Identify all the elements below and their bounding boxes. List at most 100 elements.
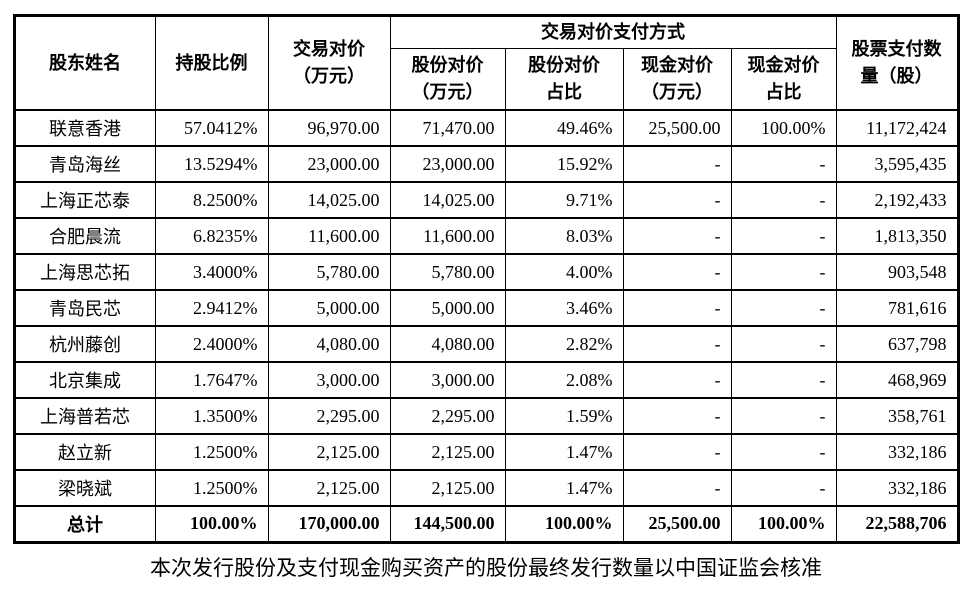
value-cell: - [730, 433, 837, 471]
value-cell: 332,186 [835, 433, 959, 471]
value-cell: 1.59% [504, 397, 624, 435]
header-shares-paid: 股票支付数 量（股） [835, 14, 959, 111]
table-row: 北京集成 1.7647% 3,000.00 3,000.00 2.08% - -468,96… [13, 361, 959, 399]
value-cell: 332,186 [835, 469, 959, 507]
value-cell: 2.9412% [154, 289, 269, 327]
value-cell: 23,000.00 [389, 145, 506, 183]
value-cell: 1.2500% [154, 433, 269, 471]
value-cell: 3,000.00 [267, 361, 391, 399]
value-cell: 5,780.00 [389, 253, 506, 291]
value-cell: - [622, 325, 732, 363]
value-cell: - [622, 145, 732, 183]
table-footer: 总计 100.00% 170,000.00 144,500.00 100.00% 25,5… [13, 505, 959, 543]
header-share-ratio: 股份对价 占比 [504, 48, 624, 111]
value-cell: 11,600.00 [389, 217, 506, 255]
value-cell: 5,780.00 [267, 253, 391, 291]
table-row: 青岛民芯 2.9412% 5,000.00 5,000.00 3.46% - -781,61… [13, 289, 959, 327]
total-row: 总计 100.00% 170,000.00 144,500.00 100.00% 25,5… [13, 505, 959, 543]
value-cell: 11,172,424 [835, 109, 959, 147]
value-cell: - [730, 181, 837, 219]
value-cell: 23,000.00 [267, 145, 391, 183]
value-cell: 170,000.00 [267, 505, 391, 543]
value-cell: 637,798 [835, 325, 959, 363]
header-payment-method-group: 交易对价支付方式 [389, 14, 837, 49]
value-cell: 1.7647% [154, 361, 269, 399]
table-row: 上海普若芯 1.3500% 2,295.00 2,295.00 1.59% - -358,7… [13, 397, 959, 435]
header-row-2: 股份对价 （万元） 股份对价 占比 现金对价 （万元） 现金对价 占比 [14, 48, 958, 111]
value-cell: 25,500.00 [622, 505, 732, 543]
header-cash-ratio: 现金对价 占比 [730, 48, 837, 111]
shareholder-name-cell: 上海正芯泰 [13, 181, 156, 219]
value-cell: 100.00% [154, 505, 269, 543]
value-cell: - [622, 181, 732, 219]
table-footnote: 本次发行股份及支付现金购买资产的股份最终发行数量以中国证监会核准 [150, 555, 822, 580]
value-cell: 1.3500% [154, 397, 269, 435]
shareholder-name-cell: 梁晓斌 [13, 469, 156, 507]
value-cell: 100.00% [730, 505, 837, 543]
table-row: 联意香港 57.0412% 96,970.00 71,470.00 49.46% 25,5… [13, 109, 959, 147]
value-cell: 8.03% [504, 217, 624, 255]
value-cell: - [622, 253, 732, 291]
value-cell: 8.2500% [154, 181, 269, 219]
value-cell: - [730, 469, 837, 507]
table-body: 联意香港 57.0412% 96,970.00 71,470.00 49.46% 25,5… [13, 109, 959, 507]
value-cell: 468,969 [835, 361, 959, 399]
value-cell: 2,125.00 [267, 469, 391, 507]
value-cell: - [730, 217, 837, 255]
value-cell: 14,025.00 [267, 181, 391, 219]
shareholder-name-cell: 上海思芯拓 [13, 253, 156, 291]
value-cell: 57.0412% [154, 109, 269, 147]
shareholder-name-cell: 赵立新 [13, 433, 156, 471]
value-cell: - [622, 469, 732, 507]
value-cell: 2,295.00 [267, 397, 391, 435]
value-cell: 144,500.00 [389, 505, 506, 543]
value-cell: 15.92% [504, 145, 624, 183]
header-shareholder-name: 股东姓名 [13, 14, 156, 111]
shareholder-name-cell: 青岛民芯 [13, 289, 156, 327]
value-cell: 2.08% [504, 361, 624, 399]
value-cell: 49.46% [504, 109, 624, 147]
value-cell: 2,125.00 [389, 433, 506, 471]
value-cell: 71,470.00 [389, 109, 506, 147]
header-row-1: 股东姓名 持股比例 交易对价 （万元） 交易对价支付方式 股票支付数 量（股） [13, 14, 959, 111]
shareholder-name-cell: 青岛海丝 [13, 145, 156, 183]
value-cell: 4.00% [504, 253, 624, 291]
value-cell: 2.82% [504, 325, 624, 363]
value-cell: 1,813,350 [835, 217, 959, 255]
value-cell: 13.5294% [154, 145, 269, 183]
value-cell: 4,080.00 [389, 325, 506, 363]
value-cell: 3.4000% [154, 253, 269, 291]
header-share-price: 股份对价 （万元） [389, 48, 506, 111]
value-cell: - [730, 397, 837, 435]
shareholder-name-cell: 北京集成 [13, 361, 156, 399]
header-cash-price: 现金对价 （万元） [622, 48, 732, 111]
value-cell: 100.00% [504, 505, 624, 543]
table-row: 赵立新 1.2500% 2,125.00 2,125.00 1.47% - -332,186 [13, 433, 959, 471]
shareholder-name-cell: 总计 [13, 505, 156, 543]
shareholder-name-cell: 上海普若芯 [13, 397, 156, 435]
value-cell: 25,500.00 [622, 109, 732, 147]
value-cell: 358,761 [835, 397, 959, 435]
value-cell: 5,000.00 [389, 289, 506, 327]
value-cell: 2,192,433 [835, 181, 959, 219]
table-row: 梁晓斌 1.2500% 2,125.00 2,125.00 1.47% - -332,186 [13, 469, 959, 507]
value-cell: - [730, 289, 837, 327]
value-cell: 2.4000% [154, 325, 269, 363]
table-row: 杭州藤创 2.4000% 4,080.00 4,080.00 2.82% - -637,79… [13, 325, 959, 363]
value-cell: 9.71% [504, 181, 624, 219]
shareholder-name-cell: 合肥晨流 [13, 217, 156, 255]
value-cell: 5,000.00 [267, 289, 391, 327]
value-cell: 96,970.00 [267, 109, 391, 147]
value-cell: - [622, 397, 732, 435]
table-row: 上海正芯泰 8.2500% 14,025.00 14,025.00 9.71% - -2,1… [13, 181, 959, 219]
value-cell: 1.47% [504, 433, 624, 471]
value-cell: 3,595,435 [835, 145, 959, 183]
value-cell: 1.47% [504, 469, 624, 507]
value-cell: 6.8235% [154, 217, 269, 255]
value-cell: 3,000.00 [389, 361, 506, 399]
table-row: 上海思芯拓 3.4000% 5,780.00 5,780.00 4.00% - -903,5… [13, 253, 959, 291]
header-transaction-price: 交易对价 （万元） [267, 14, 391, 111]
shareholder-name-cell: 杭州藤创 [13, 325, 156, 363]
value-cell: 11,600.00 [267, 217, 391, 255]
